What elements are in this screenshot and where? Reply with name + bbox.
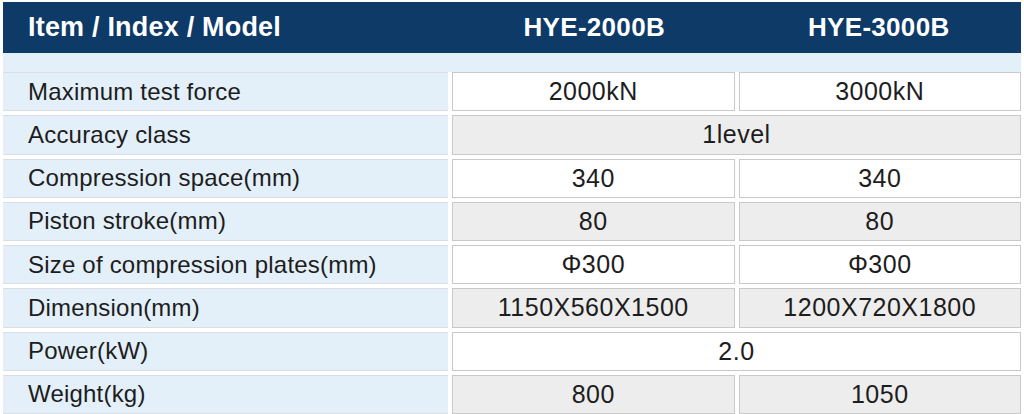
header-model-hye-3000b: HYE-3000B bbox=[737, 12, 1022, 43]
table-row-maximum-test-force: Maximum test force 2000kN 3000kN bbox=[3, 72, 1021, 111]
row-value: 340 bbox=[739, 159, 1022, 198]
row-value: 80 bbox=[452, 202, 735, 241]
header-spacer-band bbox=[3, 53, 1021, 72]
row-label: Piston stroke(mm) bbox=[3, 202, 448, 241]
table-row-power: Power(kW) 2.0 bbox=[3, 332, 1021, 371]
row-value: 1150X560X1500 bbox=[452, 288, 735, 327]
row-label: Weight(kg) bbox=[3, 375, 448, 414]
row-label: Accuracy class bbox=[3, 115, 448, 154]
row-label: Size of compression plates(mm) bbox=[3, 245, 448, 284]
row-value: 80 bbox=[739, 202, 1022, 241]
table-row-accuracy-class: Accuracy class 1level bbox=[3, 115, 1021, 154]
row-value: 2000kN bbox=[452, 72, 735, 111]
row-value: 800 bbox=[452, 375, 735, 414]
row-label: Maximum test force bbox=[3, 72, 448, 111]
row-label: Power(kW) bbox=[3, 332, 448, 371]
row-value-spanning: 1level bbox=[452, 115, 1021, 154]
table-body: Maximum test force 2000kN 3000kN Accurac… bbox=[3, 72, 1021, 414]
table-row-size-of-compression-plates: Size of compression plates(mm) Φ300 Φ300 bbox=[3, 245, 1021, 284]
row-value: Φ300 bbox=[739, 245, 1022, 284]
table-row-weight: Weight(kg) 800 1050 bbox=[3, 375, 1021, 414]
table-header-row: Item / Index / Model HYE-2000B HYE-3000B bbox=[3, 2, 1021, 53]
row-label: Dimension(mm) bbox=[3, 288, 448, 327]
row-value: 3000kN bbox=[739, 72, 1022, 111]
row-label: Compression space(mm) bbox=[3, 159, 448, 198]
row-value: 1200X720X1800 bbox=[739, 288, 1022, 327]
row-value: 1050 bbox=[739, 375, 1022, 414]
table-row-compression-space: Compression space(mm) 340 340 bbox=[3, 159, 1021, 198]
row-value: Φ300 bbox=[452, 245, 735, 284]
header-model-hye-2000b: HYE-2000B bbox=[452, 12, 737, 43]
spec-table: Item / Index / Model HYE-2000B HYE-3000B… bbox=[0, 0, 1024, 414]
header-item-index-model: Item / Index / Model bbox=[3, 12, 452, 43]
table-row-piston-stroke: Piston stroke(mm) 80 80 bbox=[3, 202, 1021, 241]
row-value: 340 bbox=[452, 159, 735, 198]
table-row-dimension: Dimension(mm) 1150X560X1500 1200X720X180… bbox=[3, 288, 1021, 327]
row-value-spanning: 2.0 bbox=[452, 332, 1021, 371]
